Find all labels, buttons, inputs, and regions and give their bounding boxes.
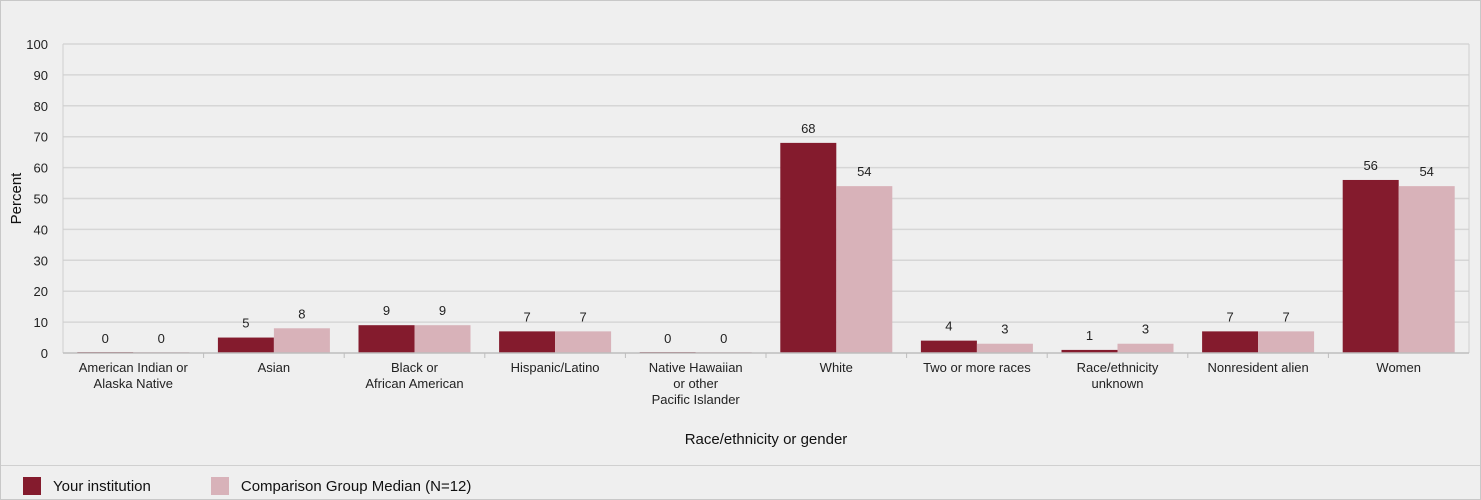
bar <box>414 325 471 353</box>
x-tick-label: Two or more races <box>923 360 1031 375</box>
y-tick-label: 80 <box>34 99 48 114</box>
bar <box>1061 349 1118 353</box>
bar <box>920 340 977 353</box>
y-tick-label: 40 <box>34 222 48 237</box>
bar <box>217 337 274 353</box>
y-tick-label: 30 <box>34 253 48 268</box>
x-tick-label-line: Women <box>1376 360 1421 375</box>
data-label: 8 <box>298 306 305 321</box>
x-tick-label-line: Native Hawaiian <box>649 360 743 375</box>
x-axis-title: Race/ethnicity or gender <box>685 431 848 448</box>
data-label: 7 <box>523 309 530 324</box>
x-tick-label: Native Hawaiian or other Pacific Islander <box>649 360 743 407</box>
data-label: 68 <box>801 121 815 136</box>
y-tick-label: 50 <box>34 192 48 207</box>
data-label: 3 <box>1001 322 1008 337</box>
x-tick-label-line: White <box>820 360 853 375</box>
data-label: 56 <box>1363 158 1377 173</box>
data-label: 7 <box>1226 309 1233 324</box>
legend-swatch-series-1 <box>23 477 41 495</box>
y-axis-title: Percent <box>8 172 25 225</box>
x-tick-label-line: Two or more races <box>923 360 1031 375</box>
bar <box>780 142 837 353</box>
x-tick-label-line: Black or <box>391 360 439 375</box>
data-label: 9 <box>383 303 390 318</box>
legend-label-series-1: Your institution <box>53 477 151 495</box>
bar <box>1398 186 1455 353</box>
legend-item-series-1[interactable]: Your institution <box>23 477 151 495</box>
data-label: 0 <box>102 331 109 346</box>
bar <box>1117 343 1174 353</box>
x-tick-label-line: Alaska Native <box>94 376 173 391</box>
x-tick-label: White <box>820 360 853 375</box>
bar <box>1202 331 1259 353</box>
data-label: 7 <box>579 309 586 324</box>
data-label: 54 <box>857 164 871 179</box>
data-label: 4 <box>945 319 952 334</box>
bar <box>273 328 330 353</box>
data-label: 0 <box>664 331 671 346</box>
x-tick-label-line: unknown <box>1091 376 1143 391</box>
y-tick-label: 100 <box>26 37 48 52</box>
y-tick-label: 0 <box>41 346 48 361</box>
bar <box>1342 179 1399 353</box>
data-label: 5 <box>242 316 249 331</box>
x-tick-label-line: Pacific Islander <box>652 392 741 407</box>
x-tick-label: Asian <box>258 360 291 375</box>
x-tick-label-line: Hispanic/Latino <box>511 360 600 375</box>
bar <box>499 331 556 353</box>
bar <box>358 325 415 353</box>
legend: Your institution Comparison Group Median… <box>23 475 531 497</box>
x-tick-label-line: Nonresident alien <box>1208 360 1309 375</box>
data-label: 0 <box>158 331 165 346</box>
data-label: 7 <box>1282 309 1289 324</box>
data-label: 1 <box>1086 328 1093 343</box>
legend-divider <box>1 465 1480 466</box>
x-tick-label: Nonresident alien <box>1208 360 1309 375</box>
y-tick-label: 60 <box>34 161 48 176</box>
y-tick-label: 90 <box>34 68 48 83</box>
legend-swatch-series-2 <box>210 477 229 495</box>
y-tick-label: 20 <box>34 284 48 299</box>
bar <box>1258 331 1315 353</box>
legend-item-series-2[interactable]: Comparison Group Median (N=12) <box>210 477 472 495</box>
bar <box>976 343 1033 353</box>
data-label: 54 <box>1419 164 1433 179</box>
data-label: 3 <box>1142 322 1149 337</box>
x-tick-label: American Indian or Alaska Native <box>79 360 189 391</box>
x-tick-label-line: Race/ethnicity <box>1077 360 1159 375</box>
x-tick-label: Women <box>1376 360 1421 375</box>
bar <box>836 186 893 353</box>
x-tick-label: Hispanic/Latino <box>511 360 600 375</box>
x-tick-label: Race/ethnicity unknown <box>1077 360 1159 391</box>
bar <box>555 331 612 353</box>
legend-label-series-2: Comparison Group Median (N=12) <box>240 477 472 495</box>
x-tick-label-line: Asian <box>258 360 291 375</box>
y-tick-label: 70 <box>34 130 48 145</box>
x-tick-label-line: or other <box>673 376 718 391</box>
data-label: 9 <box>439 303 446 318</box>
x-tick-label: Black or African American <box>365 360 463 391</box>
data-label: 0 <box>720 331 727 346</box>
y-tick-label: 10 <box>34 315 48 330</box>
x-tick-label-line: African American <box>365 376 463 391</box>
x-tick-label-line: American Indian or <box>79 360 189 375</box>
